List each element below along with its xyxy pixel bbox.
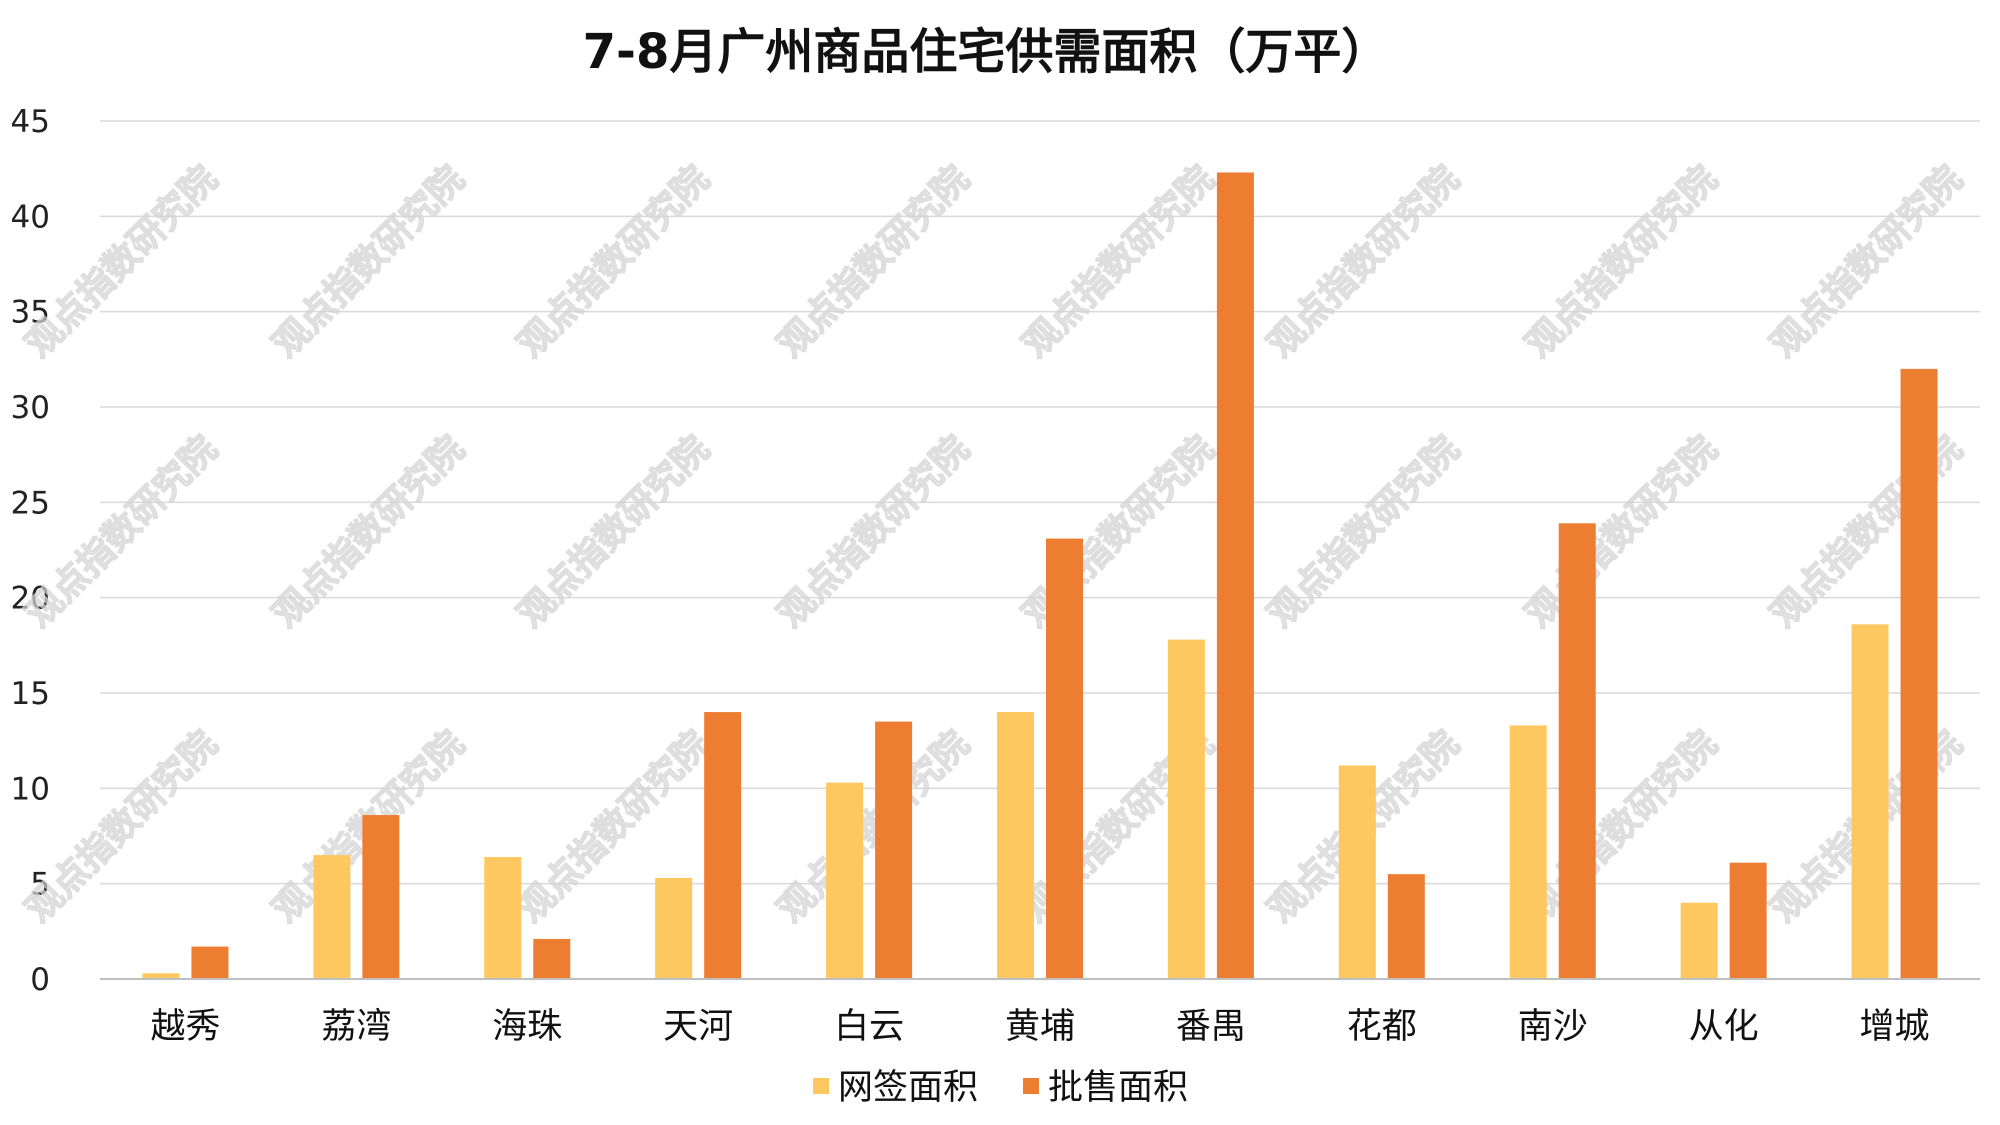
bar-series2-2 (533, 938, 571, 979)
bar-series1-6 (1167, 639, 1205, 979)
bar-series1-1 (313, 855, 351, 979)
x-category-label: 增城 (1860, 1007, 1930, 1047)
y-tick-label: 35 (11, 295, 50, 331)
watermark-text: 观点指数研究院 (1260, 428, 1467, 635)
watermark-text: 观点指数研究院 (1015, 158, 1222, 365)
y-tick-label: 45 (11, 104, 50, 140)
watermark-text: 观点指数研究院 (510, 428, 717, 635)
bar-series2-0 (191, 946, 229, 979)
x-category-label: 海珠 (492, 1007, 562, 1047)
bar-series2-3 (704, 712, 742, 979)
watermark-text: 观点指数研究院 (265, 428, 472, 635)
watermark-text: 观点指数研究院 (1518, 428, 1725, 635)
bar-series1-8 (1509, 725, 1547, 979)
x-category-label: 番禺 (1176, 1007, 1246, 1047)
bar-series1-7 (1338, 765, 1376, 979)
bars (142, 172, 1938, 980)
legend-label-2: 批售面积 (1048, 1068, 1188, 1108)
bar-series2-9 (1729, 862, 1767, 979)
watermark-text: 观点指数研究院 (18, 428, 225, 635)
y-tick-label: 40 (11, 199, 50, 235)
bar-series1-5 (997, 712, 1034, 979)
chart-title: 7-8月广州商品住宅供需面积（万平） (583, 24, 1390, 80)
bar-series2-4 (875, 721, 913, 979)
x-category-label: 荔湾 (321, 1007, 391, 1047)
x-category-label: 黄埔 (1005, 1007, 1075, 1047)
x-category-label: 从化 (1689, 1007, 1759, 1047)
watermark-text: 观点指数研究院 (18, 158, 225, 365)
watermark-text: 观点指数研究院 (1763, 158, 1970, 365)
bar-series1-3 (655, 877, 693, 979)
y-axis-ticks: 0 5 10 15 20 25 30 35 40 45 (11, 104, 50, 998)
watermark-text: 观点指数研究院 (1518, 158, 1725, 365)
watermark-text: 观点指数研究院 (770, 428, 977, 635)
x-axis-categories: 越秀 荔湾 海珠 天河 白云 黄埔 番禺 花都 南沙 从化 增城 (150, 1007, 1929, 1047)
bar-series1-10 (1851, 624, 1889, 979)
watermark-text: 观点指数研究院 (1260, 158, 1467, 365)
gridlines (100, 120, 1980, 885)
x-category-label: 花都 (1347, 1007, 1417, 1047)
x-category-label: 南沙 (1518, 1007, 1588, 1047)
legend: 网签面积 批售面积 (813, 1068, 1188, 1108)
bar-series2-5 (1046, 538, 1083, 979)
x-category-label: 白云 (834, 1007, 904, 1047)
y-tick-label: 0 (30, 962, 50, 998)
legend-swatch-1 (813, 1078, 829, 1094)
y-tick-label: 20 (11, 581, 50, 617)
watermark-layer: 观点指数研究院 观点指数研究院 观点指数研究院 观点指数研究院 观点指数研究院 观点指数研… (18, 158, 1972, 932)
bar-series1-4 (826, 782, 864, 979)
y-tick-label: 5 (30, 867, 50, 903)
x-category-label: 越秀 (150, 1007, 220, 1047)
watermark-text: 观点指数研究院 (18, 723, 225, 930)
watermark-text: 观点指数研究院 (265, 158, 472, 365)
bar-series2-7 (1387, 874, 1425, 979)
bar-series1-0 (142, 973, 180, 979)
bar-series1-2 (484, 856, 522, 979)
watermark-text: 观点指数研究院 (1518, 723, 1725, 930)
watermark-text: 观点指数研究院 (770, 158, 977, 365)
watermark-text: 观点指数研究院 (510, 158, 717, 365)
legend-swatch-2 (1023, 1078, 1039, 1094)
bar-series2-1 (362, 815, 400, 979)
y-tick-label: 10 (11, 771, 50, 807)
y-tick-label: 30 (11, 390, 50, 426)
y-tick-label: 15 (11, 676, 50, 712)
watermark-text: 观点指数研究院 (770, 723, 977, 930)
y-tick-label: 25 (11, 485, 50, 521)
legend-label-1: 网签面积 (838, 1068, 978, 1108)
bar-series2-8 (1558, 523, 1596, 979)
bar-series1-9 (1680, 902, 1718, 979)
watermark-text: 观点指数研究院 (1763, 428, 1970, 635)
bar-series2-6 (1216, 172, 1254, 980)
x-category-label: 天河 (663, 1007, 733, 1047)
bar-series2-10 (1900, 368, 1938, 979)
